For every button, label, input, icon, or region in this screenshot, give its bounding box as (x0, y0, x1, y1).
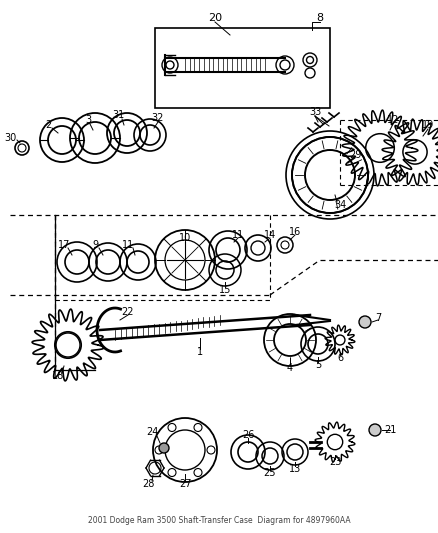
Text: 4: 4 (287, 363, 293, 373)
Text: 10: 10 (179, 233, 191, 243)
Text: 34: 34 (334, 200, 346, 210)
Circle shape (359, 316, 371, 328)
Text: 11: 11 (232, 230, 244, 240)
Circle shape (159, 443, 169, 453)
Text: 26: 26 (242, 430, 254, 440)
Text: 21: 21 (384, 425, 396, 435)
Text: 29: 29 (349, 150, 361, 160)
Text: 33: 33 (309, 107, 321, 117)
Text: 23: 23 (329, 457, 341, 467)
Text: 28: 28 (142, 479, 154, 489)
Text: 24: 24 (146, 427, 158, 437)
Text: 25: 25 (264, 468, 276, 478)
Text: 17: 17 (58, 240, 70, 250)
Text: 11: 11 (122, 240, 134, 250)
Text: 14: 14 (264, 230, 276, 240)
Text: 6: 6 (337, 353, 343, 363)
Text: 31: 31 (112, 110, 124, 120)
Text: 8: 8 (316, 13, 324, 23)
Text: 16: 16 (289, 227, 301, 237)
Text: 2001 Dodge Ram 3500 Shaft-Transfer Case  Diagram for 4897960AA: 2001 Dodge Ram 3500 Shaft-Transfer Case … (88, 516, 350, 525)
Text: 27: 27 (179, 479, 191, 489)
Text: 20: 20 (208, 13, 222, 23)
Text: 3: 3 (85, 115, 91, 125)
Text: 5: 5 (315, 360, 321, 370)
Text: 13: 13 (289, 464, 301, 474)
Text: 12: 12 (387, 115, 399, 125)
Text: 30: 30 (4, 133, 16, 143)
Text: 15: 15 (219, 285, 231, 295)
Text: 19: 19 (422, 120, 434, 130)
Bar (155, 28, 330, 108)
Circle shape (369, 424, 381, 436)
Text: 9: 9 (92, 240, 98, 250)
Text: 22: 22 (122, 307, 134, 317)
Text: 7: 7 (375, 313, 381, 323)
Text: 1: 1 (197, 347, 203, 357)
Text: 18: 18 (52, 371, 64, 381)
Text: 2: 2 (45, 120, 51, 130)
Text: 32: 32 (152, 113, 164, 123)
